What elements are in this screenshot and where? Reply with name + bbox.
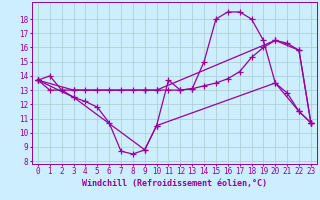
- X-axis label: Windchill (Refroidissement éolien,°C): Windchill (Refroidissement éolien,°C): [82, 179, 267, 188]
